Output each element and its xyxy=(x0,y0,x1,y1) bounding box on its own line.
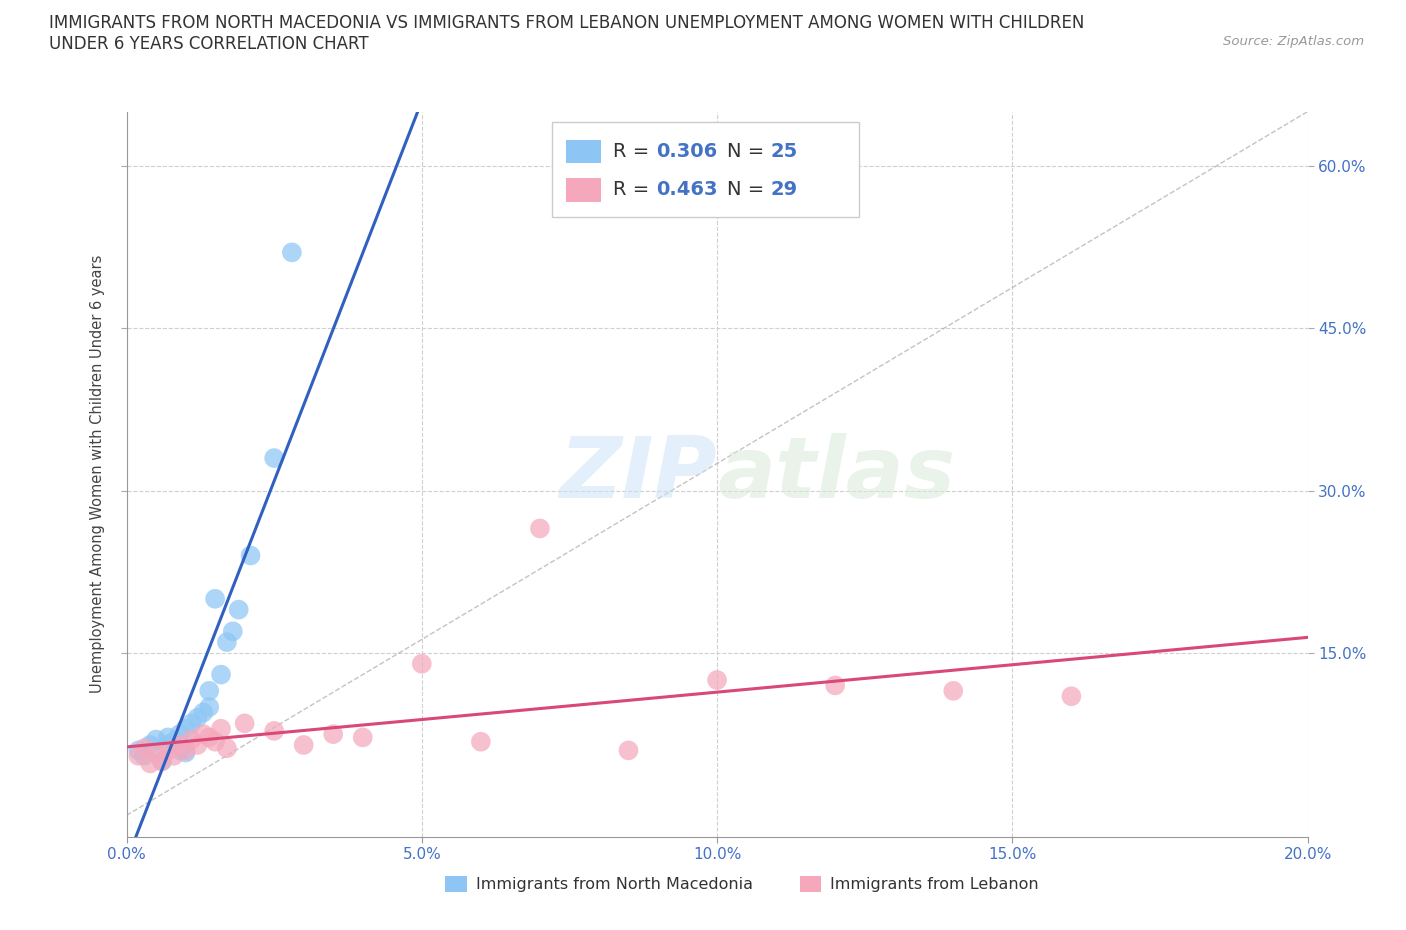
Point xyxy=(824,678,846,693)
Text: Source: ZipAtlas.com: Source: ZipAtlas.com xyxy=(1223,35,1364,48)
Point xyxy=(617,743,640,758)
Point xyxy=(156,737,179,752)
Point xyxy=(145,732,167,747)
Text: UNDER 6 YEARS CORRELATION CHART: UNDER 6 YEARS CORRELATION CHART xyxy=(49,35,368,53)
Point xyxy=(942,684,965,698)
Point xyxy=(174,722,197,737)
Point xyxy=(174,745,197,760)
Text: 0.306: 0.306 xyxy=(655,142,717,161)
Point xyxy=(228,603,250,618)
Point xyxy=(281,245,304,259)
Point xyxy=(352,730,374,745)
Point xyxy=(209,667,232,682)
Point xyxy=(322,726,344,741)
Point xyxy=(174,743,197,758)
Text: Immigrants from Lebanon: Immigrants from Lebanon xyxy=(831,877,1039,892)
Point xyxy=(292,737,315,752)
Text: N =: N = xyxy=(727,142,770,161)
Y-axis label: Unemployment Among Women with Children Under 6 years: Unemployment Among Women with Children U… xyxy=(90,255,105,694)
Bar xyxy=(565,140,602,163)
Point xyxy=(127,743,149,758)
Point xyxy=(222,624,245,639)
Point xyxy=(204,591,226,606)
Point xyxy=(233,716,256,731)
Text: N =: N = xyxy=(727,180,770,199)
Point xyxy=(529,521,551,536)
Text: IMMIGRANTS FROM NORTH MACEDONIA VS IMMIGRANTS FROM LEBANON UNEMPLOYMENT AMONG WO: IMMIGRANTS FROM NORTH MACEDONIA VS IMMIG… xyxy=(49,14,1084,32)
Text: atlas: atlas xyxy=(717,432,955,516)
Point xyxy=(180,732,202,747)
Text: 0.463: 0.463 xyxy=(655,180,717,199)
Text: R =: R = xyxy=(613,180,655,199)
Point xyxy=(470,735,492,750)
Point xyxy=(193,705,215,720)
Point xyxy=(239,548,262,563)
Point xyxy=(156,743,179,758)
Bar xyxy=(551,123,859,217)
Point xyxy=(134,749,156,764)
Point xyxy=(1060,689,1083,704)
Point xyxy=(145,745,167,760)
Bar xyxy=(565,179,602,202)
Point xyxy=(411,657,433,671)
Point xyxy=(180,716,202,731)
Text: R =: R = xyxy=(613,142,655,161)
Point xyxy=(193,726,215,741)
Point xyxy=(263,451,285,466)
Point xyxy=(215,634,238,649)
Point xyxy=(209,722,232,737)
Point xyxy=(127,749,149,764)
Point xyxy=(186,711,208,725)
Text: 29: 29 xyxy=(770,180,797,199)
Text: Immigrants from North Macedonia: Immigrants from North Macedonia xyxy=(477,877,754,892)
Point xyxy=(134,741,156,756)
Point xyxy=(163,749,186,764)
Text: 25: 25 xyxy=(770,142,797,161)
Text: ZIP: ZIP xyxy=(560,432,717,516)
Point xyxy=(198,684,221,698)
Point xyxy=(169,726,191,741)
Point xyxy=(139,756,162,771)
Point xyxy=(169,737,191,752)
Bar xyxy=(800,876,821,892)
Point xyxy=(139,737,162,752)
Point xyxy=(204,735,226,750)
Bar xyxy=(446,876,467,892)
Point xyxy=(150,754,173,769)
Point xyxy=(150,754,173,769)
Point xyxy=(198,730,221,745)
Point xyxy=(186,737,208,752)
Point xyxy=(198,699,221,714)
Point xyxy=(156,730,179,745)
Point xyxy=(169,743,191,758)
Point xyxy=(706,672,728,687)
Point xyxy=(215,741,238,756)
Point xyxy=(163,735,186,750)
Point xyxy=(263,724,285,738)
